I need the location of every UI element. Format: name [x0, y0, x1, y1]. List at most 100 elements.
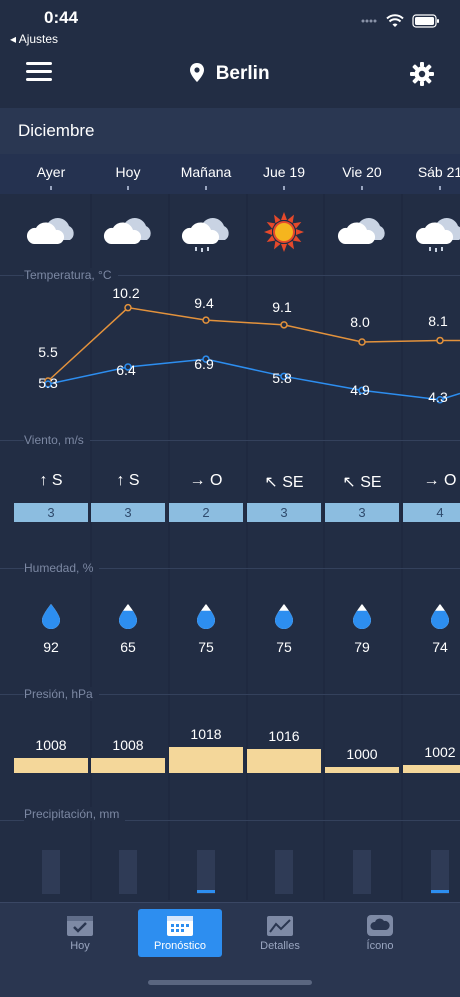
- column-divider: [90, 194, 92, 900]
- precipitation-column: [197, 850, 215, 894]
- calendar-check-icon: [67, 916, 93, 936]
- days-row: [0, 154, 460, 194]
- wind-direction: ↖ SE: [264, 474, 304, 491]
- water-drop-icon: [351, 603, 373, 629]
- day-label[interactable]: Sáb 21: [417, 164, 460, 180]
- back-to-settings-link[interactable]: ◂ Ajustes: [10, 32, 59, 46]
- wind-speed-bar: 2: [169, 503, 243, 522]
- sun-icon: [257, 210, 311, 254]
- day-tick: [50, 186, 52, 190]
- temp-point: [44, 380, 52, 388]
- settings-gear-icon[interactable]: [410, 62, 434, 86]
- status-bar: 0:44 ◂ Ajustes: [0, 0, 460, 50]
- humidity-value: 92: [43, 639, 59, 655]
- temp-point: [280, 321, 288, 329]
- max-temp-label: 10.2: [112, 285, 139, 301]
- temperature-chart: 5.5 10.2 9.4 9.1 8.0 8.1 5.3 6.4 6.9 5.8 4.9 4.3: [38, 285, 460, 405]
- separator: [0, 820, 460, 821]
- precipitation-section-label: Precipitación, mm: [24, 807, 126, 821]
- precipitation-column: [275, 850, 293, 894]
- humidity-value: 74: [432, 639, 448, 655]
- separator: [0, 275, 460, 276]
- wind-direction: → O: [189, 472, 223, 489]
- max-temp-label: 8.0: [350, 314, 370, 330]
- wind-speed-bar: 3: [91, 503, 165, 522]
- column-divider: [323, 194, 325, 900]
- rain-cloud-icon: [179, 210, 233, 254]
- tab-icono[interactable]: Ícono: [338, 909, 422, 957]
- pressure-bar: [169, 747, 243, 773]
- column-divider: [246, 194, 248, 900]
- day-tick: [205, 186, 207, 190]
- day-tick: [127, 186, 129, 190]
- precipitation-column: [353, 850, 371, 894]
- cloudy-icon: [335, 210, 389, 254]
- water-drop-icon: [117, 603, 139, 629]
- temp-point: [202, 355, 210, 363]
- temp-point: [358, 338, 366, 346]
- tab-pronostico[interactable]: Pronóstico: [138, 909, 222, 957]
- day-label[interactable]: Vie 20: [342, 164, 382, 180]
- chart-line-icon: [267, 916, 293, 936]
- cloud-widget-icon: [367, 915, 393, 936]
- month-header: Diciembre: [0, 108, 460, 154]
- wind-speed-bar: 4: [403, 503, 460, 522]
- max-temp-label: 9.1: [272, 299, 292, 315]
- tab-hoy[interactable]: Hoy: [38, 909, 122, 957]
- temp-point: [280, 372, 288, 381]
- max-temp-label: 5.5: [38, 344, 58, 360]
- precipitation-column: [431, 850, 449, 894]
- location-pin-icon: [190, 63, 205, 82]
- min-temp-label: 5.8: [272, 370, 292, 386]
- temp-point: [124, 303, 132, 312]
- day-label[interactable]: Jue 19: [262, 164, 306, 180]
- column-divider: [401, 194, 403, 900]
- precipitation-column: [119, 850, 137, 894]
- system-icons: [360, 14, 440, 28]
- pressure-section-label: Presión, hPa: [24, 687, 99, 701]
- city-selector[interactable]: Berlin: [0, 63, 460, 85]
- wind-direction: → O: [423, 472, 457, 489]
- wind-direction: ↑ S: [116, 472, 140, 489]
- day-tick: [283, 186, 285, 190]
- cloudy-icon: [101, 210, 155, 254]
- precipitation-fill: [431, 890, 449, 893]
- pressure-value: 1008: [35, 737, 67, 754]
- humidity-value: 75: [198, 639, 214, 655]
- temp-point: [124, 363, 132, 371]
- humidity-value: 75: [276, 639, 292, 655]
- humidity-value: 65: [120, 639, 136, 655]
- day-label[interactable]: Hoy: [115, 164, 141, 180]
- humidity-value: 79: [354, 639, 370, 655]
- separator: [0, 694, 460, 695]
- precipitation-fill: [197, 890, 215, 893]
- min-temp-label: 6.9: [194, 356, 214, 372]
- pressure-value: 1000: [346, 746, 378, 762]
- wind-direction: ↑ S: [39, 472, 63, 489]
- pressure-value: 1016: [268, 728, 300, 745]
- rain-cloud-icon: [413, 210, 460, 254]
- column-divider: [168, 194, 170, 900]
- wind-direction: ↖ SE: [342, 474, 382, 491]
- wind-speed-bar: 3: [325, 503, 399, 522]
- menu-button[interactable]: [26, 62, 52, 86]
- pressure-bar: [403, 764, 460, 773]
- signal-icon: [361, 19, 377, 23]
- temperature-section-label: Temperatura, °C: [24, 268, 118, 282]
- wifi-icon: [386, 14, 404, 27]
- temp-point: [436, 336, 444, 345]
- temp-point: [358, 386, 366, 395]
- precipitation-column: [42, 850, 60, 894]
- wind-speed-bar: 3: [14, 503, 88, 522]
- battery-icon: [412, 14, 439, 28]
- pressure-bar: [325, 767, 399, 773]
- water-drop-icon: [429, 603, 451, 629]
- city-name: Berlin: [215, 63, 270, 84]
- pressure-value: 1008: [112, 737, 144, 754]
- cloudy-icon: [24, 210, 78, 254]
- day-label[interactable]: Ayer: [36, 164, 66, 180]
- day-tick: [439, 186, 441, 190]
- tab-detalles[interactable]: Detalles: [238, 909, 322, 957]
- day-label[interactable]: Mañana: [180, 164, 232, 180]
- min-temp-label: 6.4: [116, 362, 136, 378]
